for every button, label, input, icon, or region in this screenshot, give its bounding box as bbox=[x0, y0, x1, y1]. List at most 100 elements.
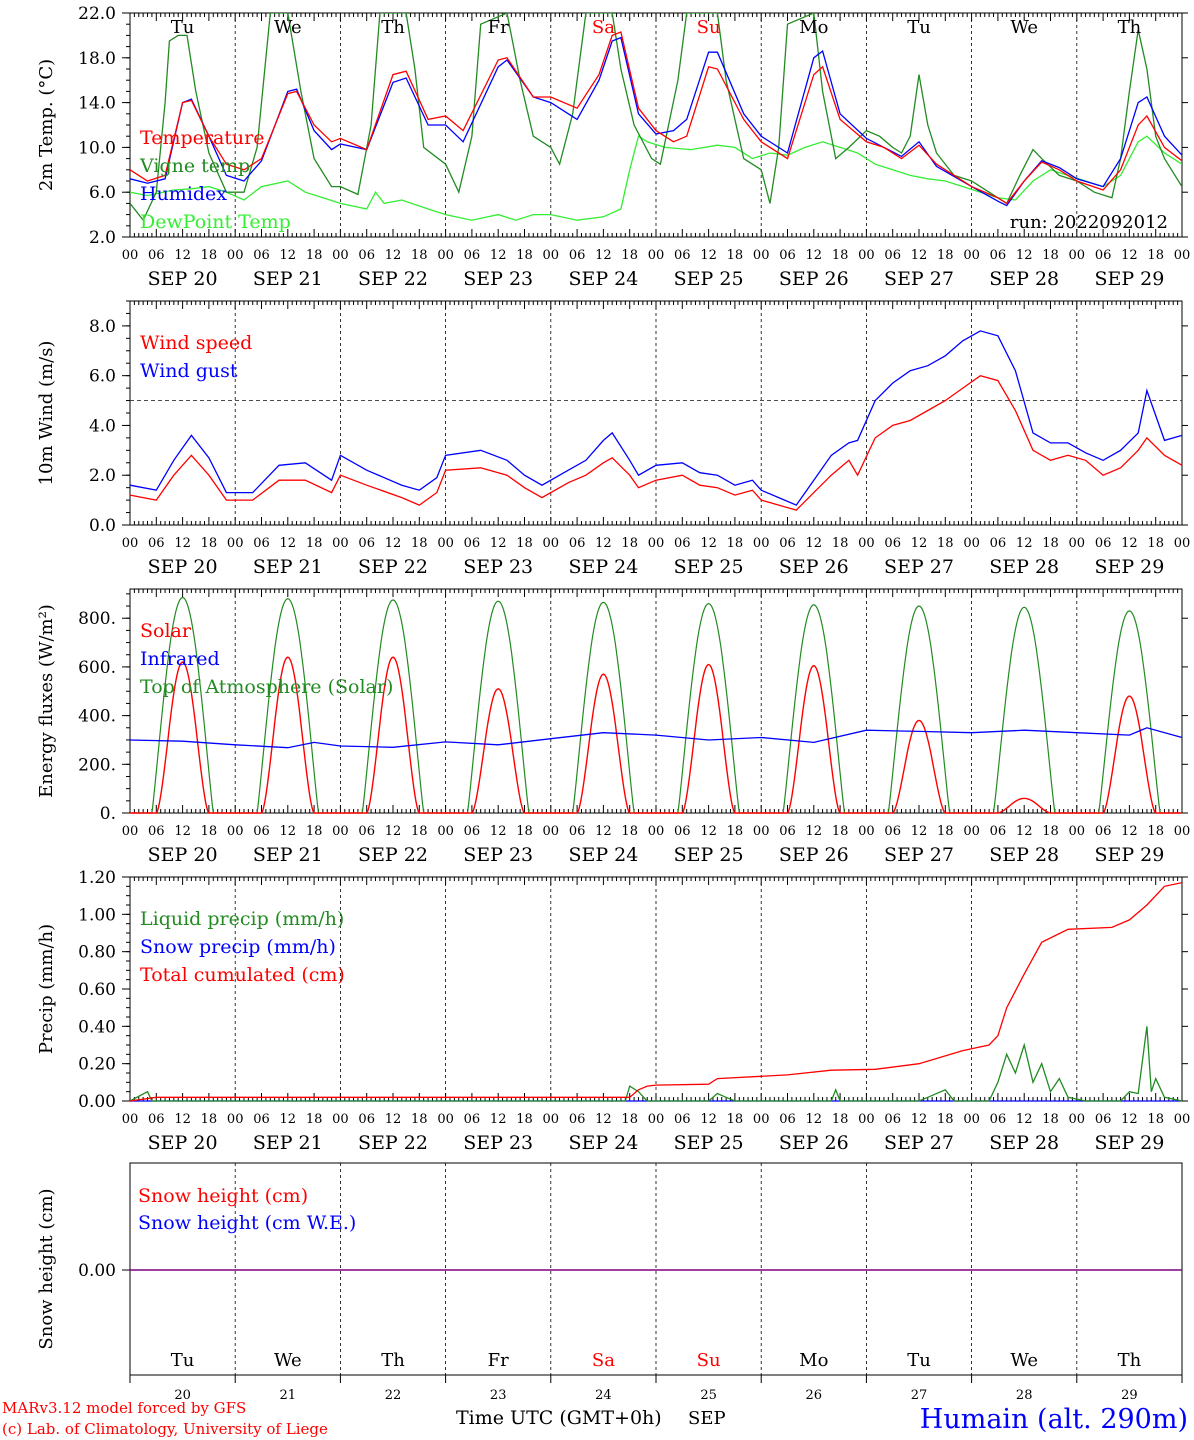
plot-frame bbox=[129, 588, 1183, 814]
weekday-label: Th bbox=[1118, 1350, 1142, 1371]
hour-tick-label: 06 bbox=[358, 248, 375, 263]
panel-wind: 0.0 2.0 4.0 6.0 8.0 10m Wind (m/s) Wind speed W… bbox=[36, 300, 1190, 578]
date-label: SEP 23 bbox=[463, 556, 533, 578]
hour-tick-label: 12 bbox=[1016, 1112, 1033, 1127]
date-label: SEP 29 bbox=[1094, 268, 1164, 290]
hour-tick-label: 12 bbox=[490, 248, 507, 263]
hour-tick-label: 00 bbox=[332, 536, 349, 551]
y-tick-label: 6.0 bbox=[89, 183, 116, 203]
series-dewpoint-temp bbox=[130, 135, 1182, 221]
y-tick-label: 22.0 bbox=[78, 4, 116, 24]
hour-tick-label: 12 bbox=[280, 824, 297, 839]
y-tick-label: 0.60 bbox=[78, 980, 116, 1000]
hour-tick-label: 06 bbox=[884, 1112, 901, 1127]
series-solar bbox=[130, 656, 1182, 814]
hour-tick-label: 06 bbox=[464, 824, 481, 839]
date-label: SEP 24 bbox=[568, 844, 638, 866]
model-credit: MARv3.12 model forced by GFS bbox=[2, 1399, 246, 1417]
date-label: SEP 21 bbox=[253, 844, 323, 866]
hour-tick-label: 00 bbox=[543, 536, 560, 551]
hour-tick-label: 00 bbox=[1174, 824, 1191, 839]
y-tick-label: 2.0 bbox=[89, 228, 116, 248]
hour-tick-label: 00 bbox=[437, 248, 454, 263]
hour-tick-label: 12 bbox=[700, 248, 717, 263]
date-label: SEP 24 bbox=[568, 1132, 638, 1154]
hour-tick-label: 00 bbox=[648, 1112, 665, 1127]
hour-tick-label: 12 bbox=[385, 824, 402, 839]
date-label: SEP 28 bbox=[989, 556, 1059, 578]
series-liquid-precip-mm-h- bbox=[129, 1026, 1183, 1102]
date-label: SEP 26 bbox=[779, 844, 849, 866]
hour-tick-label: 06 bbox=[358, 536, 375, 551]
hour-tick-label: 12 bbox=[385, 248, 402, 263]
hour-tick-label: 00 bbox=[122, 1112, 139, 1127]
hour-tick-label: 18 bbox=[727, 1112, 744, 1127]
hour-tick-label: 18 bbox=[201, 536, 218, 551]
hour-tick-label: 18 bbox=[306, 248, 323, 263]
series-infrared bbox=[129, 727, 1183, 749]
hour-tick-label: 06 bbox=[779, 536, 796, 551]
hour-tick-label: 18 bbox=[727, 824, 744, 839]
hour-tick-label: 00 bbox=[648, 536, 665, 551]
hour-tick-label: 18 bbox=[306, 824, 323, 839]
hour-tick-label: 18 bbox=[411, 1112, 428, 1127]
hour-tick-label: 06 bbox=[990, 536, 1007, 551]
date-label: SEP 24 bbox=[568, 556, 638, 578]
hour-tick-label: 06 bbox=[674, 824, 691, 839]
hour-tick-label: 06 bbox=[990, 1112, 1007, 1127]
hour-tick-label: 00 bbox=[963, 824, 980, 839]
hour-tick-label: 06 bbox=[148, 824, 165, 839]
hour-tick-label: 12 bbox=[911, 536, 928, 551]
hour-tick-label: 18 bbox=[1042, 536, 1059, 551]
y-tick-label: 10.0 bbox=[78, 138, 116, 158]
hour-tick-label: 00 bbox=[858, 824, 875, 839]
y-axis-label: Snow height (cm) bbox=[36, 1188, 57, 1349]
hour-tick-label: 18 bbox=[516, 248, 533, 263]
hour-tick-label: 00 bbox=[648, 824, 665, 839]
weekday-label: Mo bbox=[799, 1350, 828, 1371]
hour-tick-label: 12 bbox=[280, 1112, 297, 1127]
hour-tick-label: 06 bbox=[779, 1112, 796, 1127]
panel-temperature: 2.0 6.0 10.0 14.0 18.0 22.0 2m Temp. (°C) Tu We T… bbox=[36, 4, 1190, 290]
day-number-label: 23 bbox=[490, 1388, 507, 1403]
y-tick-label: 0.00 bbox=[78, 1261, 116, 1281]
weekday-label: Su bbox=[697, 1350, 721, 1371]
day-number-label: 28 bbox=[1016, 1388, 1033, 1403]
day-number-label: 27 bbox=[911, 1388, 928, 1403]
hour-tick-label: 00 bbox=[543, 248, 560, 263]
hour-tick-label: 18 bbox=[832, 824, 849, 839]
hour-tick-label: 18 bbox=[621, 248, 638, 263]
hour-tick-label: 18 bbox=[306, 1112, 323, 1127]
hour-tick-label: 18 bbox=[1147, 248, 1164, 263]
hour-tick-label: 18 bbox=[832, 536, 849, 551]
hour-tick-label: 06 bbox=[569, 536, 586, 551]
hour-tick-label: 00 bbox=[227, 536, 244, 551]
hour-tick-label: 06 bbox=[148, 248, 165, 263]
legend-entry: DewPoint Temp bbox=[140, 211, 291, 233]
date-label: SEP 25 bbox=[674, 556, 744, 578]
hour-tick-label: 00 bbox=[858, 536, 875, 551]
weekday-label: Tu bbox=[171, 17, 195, 38]
hour-tick-label: 00 bbox=[1069, 1112, 1086, 1127]
y-tick-label: 4.0 bbox=[89, 416, 116, 436]
date-label: SEP 23 bbox=[463, 268, 533, 290]
date-label: SEP 27 bbox=[884, 844, 954, 866]
date-label: SEP 26 bbox=[779, 556, 849, 578]
hour-tick-label: 18 bbox=[832, 248, 849, 263]
hour-tick-label: 00 bbox=[437, 536, 454, 551]
hour-tick-label: 00 bbox=[227, 824, 244, 839]
hour-tick-label: 12 bbox=[806, 248, 823, 263]
hour-tick-label: 18 bbox=[1042, 248, 1059, 263]
hour-tick-label: 06 bbox=[779, 824, 796, 839]
y-tick-label: 8.0 bbox=[89, 317, 116, 337]
month-label: SEP bbox=[688, 1408, 726, 1429]
temperature-series bbox=[130, 13, 1182, 222]
footer: MARv3.12 model forced by GFS (c) Lab. of … bbox=[2, 1399, 1188, 1438]
date-label: SEP 23 bbox=[463, 1132, 533, 1154]
hour-tick-label: 12 bbox=[595, 536, 612, 551]
hour-tick-label: 00 bbox=[1174, 1112, 1191, 1127]
weekday-label: We bbox=[274, 1350, 302, 1371]
day-number-label: 21 bbox=[280, 1388, 297, 1403]
weekday-label: We bbox=[274, 17, 302, 38]
hour-tick-label: 00 bbox=[1069, 536, 1086, 551]
